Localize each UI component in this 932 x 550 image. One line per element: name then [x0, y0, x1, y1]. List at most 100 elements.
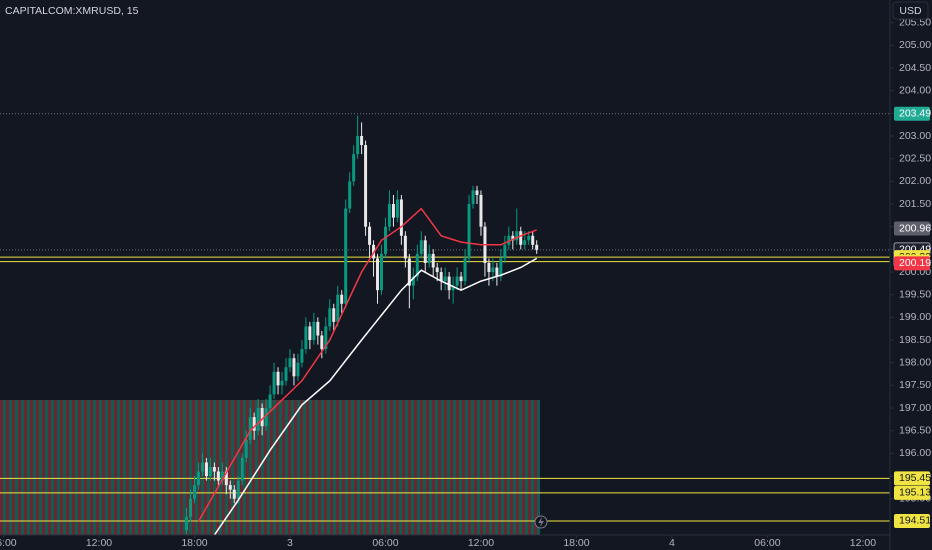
y-tick-label: 199.50	[899, 288, 931, 300]
candle-body	[387, 204, 391, 227]
candle-body	[348, 181, 352, 209]
candle-body	[296, 362, 300, 377]
y-tick-label: 198.00	[899, 356, 931, 368]
y-tick-label: 199.00	[899, 311, 931, 323]
candle-body	[212, 466, 216, 472]
candle-body	[308, 326, 312, 341]
candle-body	[499, 258, 503, 277]
candle-body	[224, 471, 228, 486]
candle-body	[280, 380, 284, 386]
y-tick-label: 204.00	[899, 84, 931, 96]
candle-body	[236, 480, 240, 499]
y-tick-label: 197.50	[899, 379, 931, 391]
candle-body	[487, 262, 491, 273]
candle-body	[324, 326, 328, 350]
candle-body	[228, 485, 232, 490]
y-tick-label: 202.00	[899, 175, 931, 187]
x-tick-label: 18:00	[181, 537, 207, 549]
x-tick-label: 4	[669, 537, 675, 549]
price-label: 200.19	[899, 257, 931, 269]
candle-body	[376, 258, 380, 291]
price-label-box	[894, 471, 930, 486]
candle-body	[495, 267, 499, 277]
candle-body	[252, 417, 256, 431]
price-label: 200.96	[899, 222, 931, 234]
candle-body	[244, 439, 248, 458]
candle-body	[475, 190, 479, 195]
symbol-title: CAPITALCOM:XMRUSD, 15	[5, 5, 139, 17]
price-label: 203.49	[899, 108, 931, 120]
candle-body	[248, 417, 252, 440]
candle-body	[531, 235, 535, 245]
price-axis: 195.00195.50196.00196.50197.00197.50198.…	[890, 16, 931, 528]
candle-body	[407, 258, 411, 286]
x-tick-label: 06:00	[754, 537, 780, 549]
candle-body	[276, 371, 280, 386]
candle-body	[360, 136, 364, 146]
candle-body	[535, 244, 539, 250]
candle-body	[292, 358, 296, 377]
y-tick-label: 205.00	[899, 39, 931, 51]
y-tick-label: 203.00	[899, 130, 931, 142]
candle-body	[268, 394, 272, 409]
candle-body	[459, 276, 463, 282]
candle-body	[391, 204, 395, 218]
y-tick-label: 201.50	[899, 198, 931, 210]
x-tick-label: 12:00	[468, 537, 494, 549]
y-tick-label: 196.50	[899, 425, 931, 437]
candle-body	[344, 208, 348, 304]
candle-body	[427, 253, 431, 263]
candle-body	[431, 253, 435, 268]
candle-body	[356, 136, 360, 155]
candle-body	[447, 276, 451, 291]
candle-body	[185, 516, 189, 531]
candle-body	[507, 235, 511, 245]
candle-body	[264, 408, 268, 427]
candle-body	[451, 285, 455, 291]
candle-body	[395, 199, 399, 218]
y-tick-label: 198.50	[899, 334, 931, 346]
currency-button[interactable]	[892, 1, 929, 20]
candle-body	[491, 267, 495, 273]
candle-body	[515, 231, 519, 241]
candle-body	[260, 408, 264, 427]
x-tick-label: 06:00	[0, 537, 17, 549]
candle-body	[403, 235, 407, 259]
price-label-box	[894, 221, 930, 236]
candle-body	[383, 226, 387, 254]
x-tick-label: 18:00	[563, 537, 589, 549]
candle-body	[340, 294, 344, 304]
candle-body	[336, 294, 340, 322]
candle-body	[192, 485, 196, 499]
y-tick-label: 196.00	[899, 447, 931, 459]
candle-body	[368, 226, 372, 245]
candle-body	[208, 466, 212, 477]
x-tick-label: 12:00	[86, 537, 112, 549]
candle-body	[519, 231, 523, 245]
candle-body	[415, 253, 419, 277]
candle-body	[332, 308, 336, 322]
y-tick-label: 202.50	[899, 152, 931, 164]
candle-body	[443, 276, 447, 282]
candle-body	[423, 240, 427, 263]
x-tick-label: 06:00	[372, 537, 398, 549]
candle-body	[240, 457, 244, 481]
x-tick-label: 3	[287, 537, 293, 549]
candle-body	[471, 190, 475, 205]
candle-body	[200, 462, 204, 472]
candle-body	[352, 154, 356, 182]
candle-body	[320, 335, 324, 350]
candle-body	[204, 462, 208, 477]
candle-body	[272, 371, 276, 395]
price-label: 195.45	[899, 472, 931, 484]
candle-body	[411, 276, 415, 286]
candle-body	[316, 321, 320, 336]
candle-body	[304, 326, 308, 350]
candle-body	[300, 349, 304, 363]
volume-overlay	[0, 400, 540, 535]
event-icon-bolt	[538, 517, 544, 527]
candle-body	[220, 471, 224, 481]
candle-body	[328, 308, 332, 327]
